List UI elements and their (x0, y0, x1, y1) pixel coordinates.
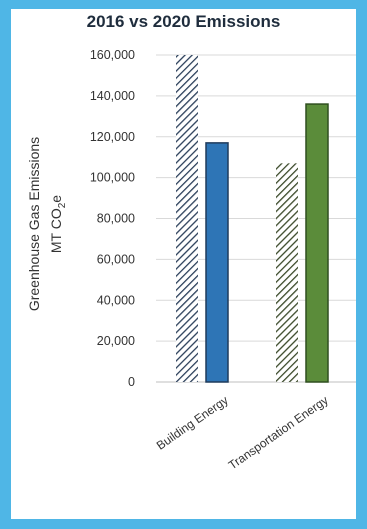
chart-panel: 2016 vs 2020 Emissions 0 20,000 40,000 60,0… (11, 9, 356, 519)
y-tick-label: 20,000 (97, 334, 135, 348)
y-tick-label: 160,000 (90, 48, 135, 62)
y-axis-label-line1: Greenhouse Gas Emissions (26, 137, 42, 311)
bars (176, 55, 329, 383)
y-tick-label: 0 (128, 375, 135, 389)
bar-transportation-energy-hatched (276, 163, 298, 382)
y-tick-labels: 0 20,000 40,000 60,000 80,000 100,000 120,000 1… (90, 48, 135, 389)
y-tick-label: 60,000 (97, 252, 135, 266)
bar-building-energy-solid (205, 142, 229, 383)
y-tick-label: 140,000 (90, 89, 135, 103)
chart-title: 2016 vs 2020 Emissions (86, 12, 281, 31)
bar-transportation-energy-solid (305, 103, 329, 383)
bar-building-energy-hatched (176, 55, 198, 382)
y-tick-label: 120,000 (90, 130, 135, 144)
y-axis-label-line2: MT CO2e (48, 195, 68, 253)
y-tick-label: 40,000 (97, 293, 135, 307)
y-tick-label: 100,000 (90, 171, 135, 185)
bar-chart: 0 20,000 40,000 60,000 80,000 100,000 120,000 1… (26, 48, 356, 472)
y-tick-label: 80,000 (97, 212, 135, 226)
category-label: Transportation Energy (226, 393, 331, 472)
category-label: Building Energy (154, 393, 231, 453)
